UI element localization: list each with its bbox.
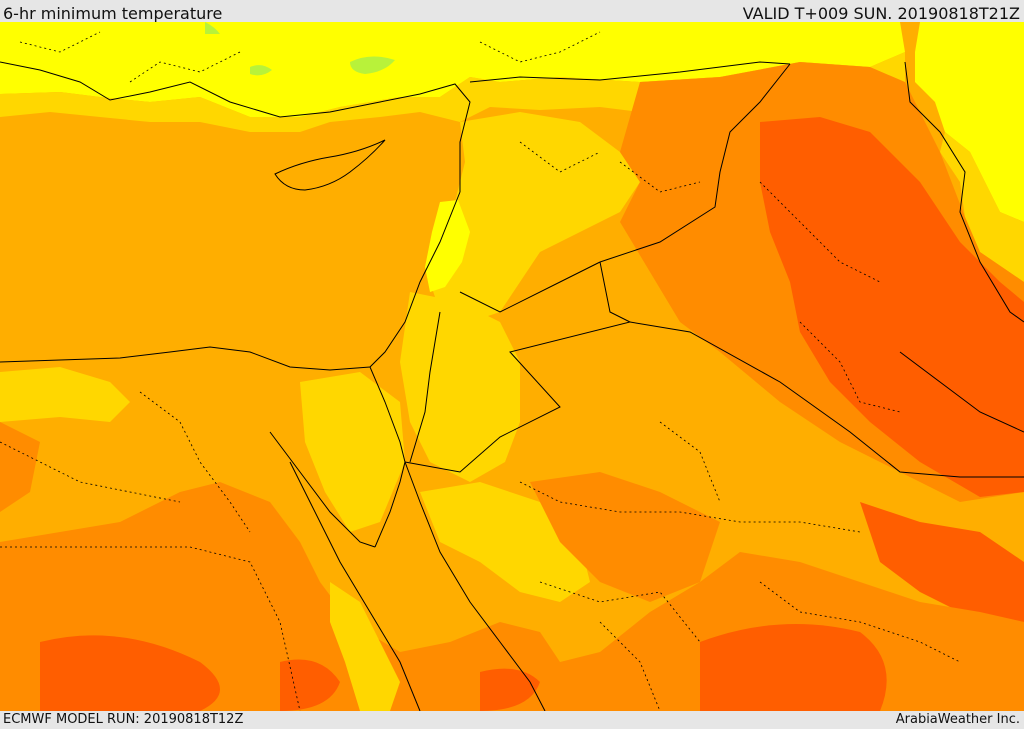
model-run: ECMWF MODEL RUN: 20190818T12Z <box>3 712 244 727</box>
map-title: 6-hr minimum temperature <box>3 4 223 23</box>
west-egypt-orange <box>0 422 40 512</box>
south-red-4 <box>480 668 540 711</box>
valid-time: VALID T+009 SUN. 20190818T21Z <box>742 4 1020 23</box>
iraq-red <box>760 117 1024 497</box>
political-borders <box>369 61 1024 478</box>
south-red-3 <box>280 659 340 711</box>
green-patch-2 <box>250 65 272 76</box>
province-borders <box>0 31 961 711</box>
map-header: 6-hr minimum temperature VALID T+009 SUN… <box>0 0 1024 23</box>
turkey-yellow-band <box>0 22 905 117</box>
central-arabia-orange <box>530 472 720 602</box>
iran-yellow <box>915 22 1024 222</box>
iran-gold <box>940 132 1024 282</box>
green-patch-3 <box>205 22 220 34</box>
south-red-1 <box>40 635 220 711</box>
green-patch-1 <box>350 56 395 74</box>
redsea-yellow <box>330 582 400 711</box>
levant-yellow <box>430 112 640 322</box>
jordan-yellow <box>400 292 520 482</box>
map-footer: ECMWF MODEL RUN: 20190818T12Z ArabiaWeat… <box>0 711 1024 729</box>
saudi-red <box>860 502 1024 622</box>
coastlines <box>0 61 1024 711</box>
south-red-2 <box>700 624 887 711</box>
map-canvas <box>0 22 1024 711</box>
credit: ArabiaWeather Inc. <box>895 712 1020 727</box>
sinai-yellow <box>300 372 405 532</box>
egypt-yellow <box>0 367 130 422</box>
temperature-map <box>0 22 1024 711</box>
levant-lightyellow <box>425 200 470 292</box>
